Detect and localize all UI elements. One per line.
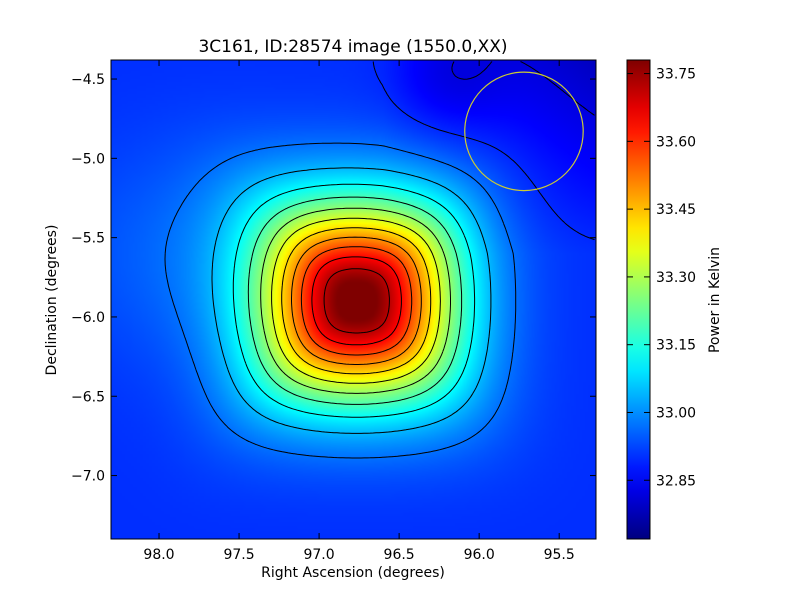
colorbar-tick-label: 33.75 — [656, 67, 696, 83]
plot-frame — [110, 59, 597, 540]
colorbar-tick-label: 33.15 — [656, 338, 696, 354]
contour-level-10 — [300, 246, 413, 356]
y-tick-label: −7.0 — [71, 469, 105, 485]
contour-level-7 — [271, 217, 441, 384]
colorbar-tick-label: 33.00 — [656, 405, 696, 421]
heatmap-image — [111, 60, 596, 539]
contour-level-4 — [232, 183, 476, 418]
colorbar-ticks: 32.85 33.00 33.15 33.30 33.45 33.60 33.75 — [627, 67, 696, 489]
contour-lines — [164, 61, 595, 459]
plot-area — [111, 60, 596, 539]
contour-level-9 — [291, 236, 422, 365]
x-tick-label: 95.5 — [544, 547, 575, 563]
contour-level-3 — [211, 167, 492, 434]
colorbar-tick-label: 32.85 — [656, 473, 696, 489]
x-axis-label: Right Ascension (degrees) — [261, 565, 445, 581]
contour-level-12 — [323, 268, 390, 334]
contour-level-11 — [311, 256, 402, 346]
contour-level-6 — [260, 207, 451, 394]
contour-level-8 — [281, 227, 432, 375]
colorbar-frame — [626, 59, 651, 540]
x-axis: 98.0 97.5 97.0 96.5 96.0 95.5 — [143, 60, 575, 563]
y-tick-label: −6.0 — [71, 310, 105, 326]
y-tick-label: −5.0 — [71, 151, 105, 167]
x-tick-label: 98.0 — [143, 547, 174, 563]
chart-title: 3C161, ID:28574 image (1550.0,XX) — [198, 37, 507, 57]
x-tick-label: 97.0 — [303, 547, 334, 563]
colorbar-gradient — [627, 60, 650, 539]
y-tick-label: −4.5 — [71, 72, 105, 88]
y-axis-label: Declination (degrees) — [44, 225, 60, 376]
x-tick-label: 96.0 — [464, 547, 495, 563]
colorbar: 32.85 33.00 33.15 33.30 33.45 33.60 33.75 Powe… — [626, 59, 723, 540]
beam-circle — [464, 71, 584, 192]
colorbar-tick-label: 33.60 — [656, 134, 696, 150]
x-tick-label: 97.5 — [223, 547, 254, 563]
colorbar-label: Power in Kelvin — [707, 247, 723, 353]
colorbar-tick-label: 33.45 — [656, 202, 696, 218]
y-axis: −4.5 −5.0 −5.5 −6.0 −6.5 −7.0 — [71, 72, 596, 485]
x-tick-label: 96.5 — [384, 547, 415, 563]
contour-level-2 — [164, 142, 517, 459]
contour-level-1 — [372, 61, 595, 241]
contour-level-5 — [247, 196, 463, 405]
y-tick-label: −5.5 — [71, 231, 105, 247]
colorbar-tick-label: 33.30 — [656, 270, 696, 286]
y-tick-label: −6.5 — [71, 389, 105, 405]
